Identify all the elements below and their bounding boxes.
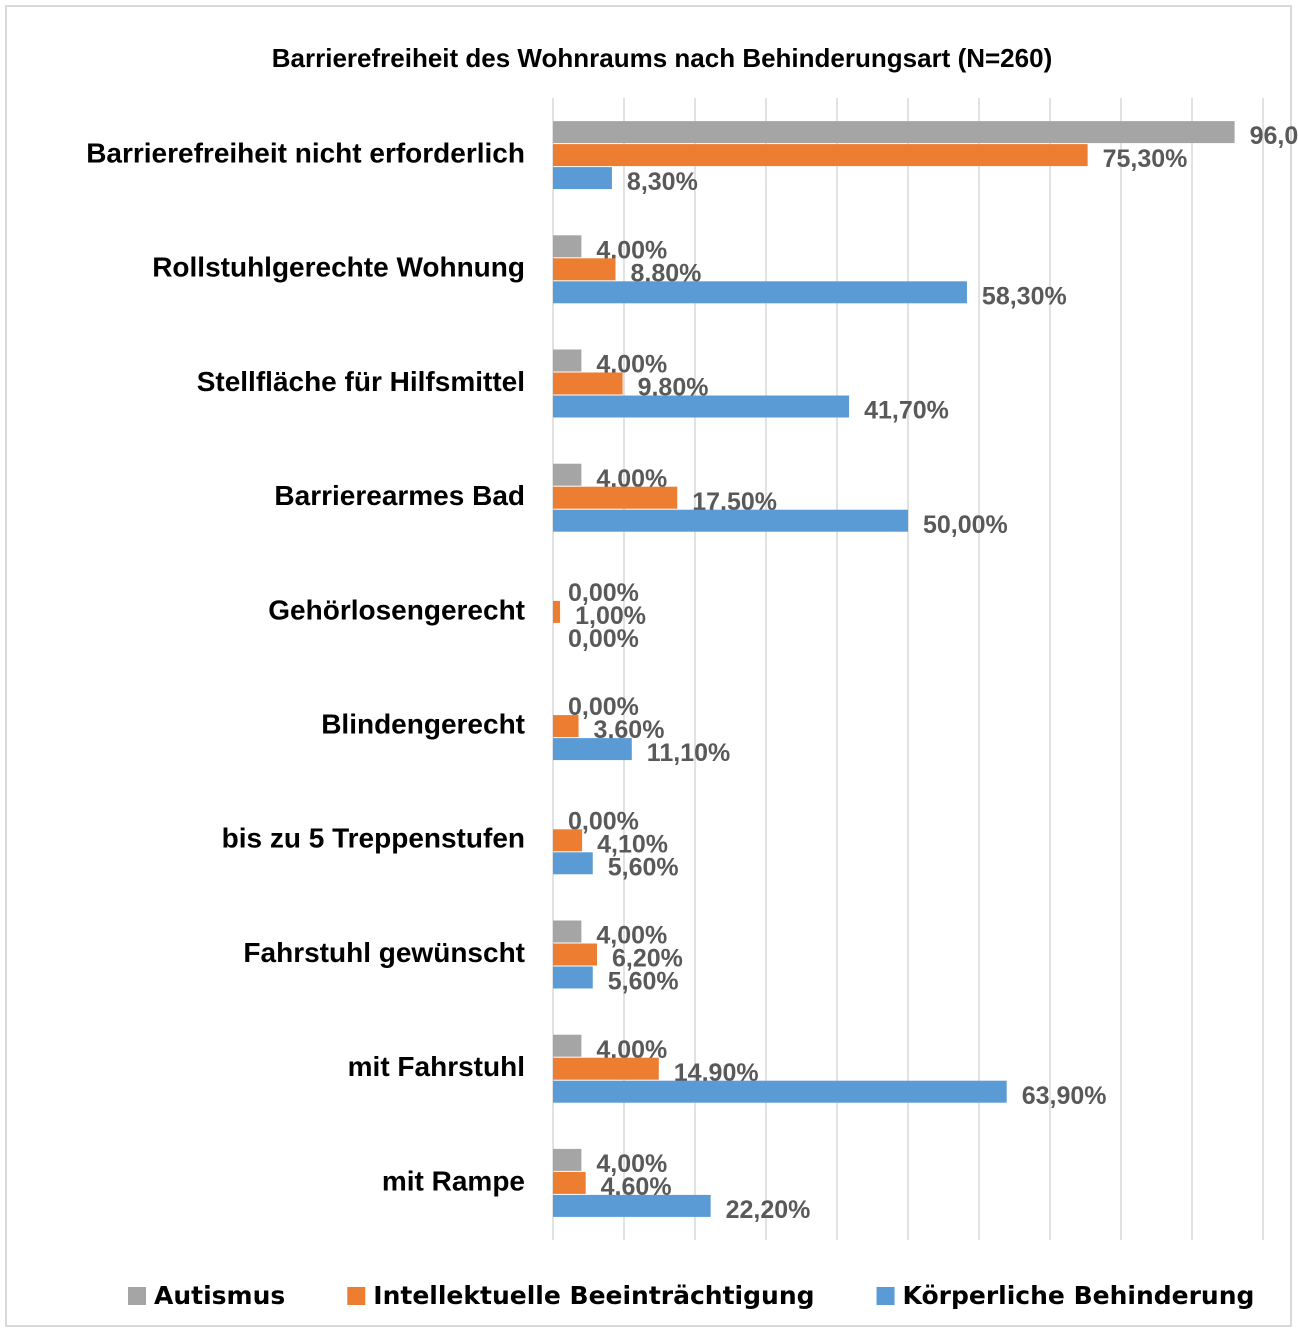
data-label: 11,10% <box>647 739 730 767</box>
bar <box>553 943 598 966</box>
legend-label: Autismus <box>154 1281 285 1310</box>
bar <box>553 463 582 486</box>
data-label: 4,00% <box>596 922 667 950</box>
bar <box>553 372 623 395</box>
chart-title: Barrierefreiheit des Wohnraums nach Behi… <box>272 43 1052 73</box>
data-label: 96,00% <box>1250 122 1298 150</box>
data-label: 6,20% <box>612 945 683 973</box>
y-tick-label: mit Rampe <box>382 1165 525 1196</box>
bar <box>553 258 616 281</box>
bar <box>553 1034 582 1057</box>
bar <box>553 509 908 532</box>
y-tick-label: Gehörlosengerecht <box>268 594 525 625</box>
y-tick-label: bis zu 5 Treppenstufen <box>222 823 525 854</box>
legend-swatch <box>876 1287 895 1305</box>
y-tick-label: mit Fahrstuhl <box>348 1051 525 1082</box>
data-label: 58,30% <box>982 282 1067 310</box>
bar <box>553 1057 659 1080</box>
bar <box>553 1171 586 1194</box>
legend-swatch <box>128 1287 146 1305</box>
legend-label: Körperliche Behinderung <box>903 1281 1255 1310</box>
bar <box>553 167 612 190</box>
chart-border <box>5 5 1292 1327</box>
data-label: 22,20% <box>726 1196 811 1224</box>
bar <box>553 281 967 304</box>
bar <box>553 600 561 623</box>
data-label: 5,60% <box>608 853 679 881</box>
bar <box>553 395 850 418</box>
bar <box>553 144 1088 167</box>
bar <box>553 486 678 509</box>
bar <box>553 829 583 852</box>
legend-label: Intellektuelle Beeinträchtigung <box>373 1281 814 1310</box>
data-label: 8,30% <box>627 168 698 196</box>
y-tick-label: Stellfläche für Hilfsmittel <box>197 366 525 397</box>
bar <box>553 715 579 738</box>
y-tick-label: Rollstuhlgerechte Wohnung <box>152 252 525 283</box>
y-tick-label: Fahrstuhl gewünscht <box>243 937 525 968</box>
data-label: 0,00% <box>568 625 639 653</box>
bar <box>553 920 582 943</box>
data-label: 75,30% <box>1103 145 1188 173</box>
bar <box>553 1080 1007 1103</box>
bar <box>553 738 632 761</box>
y-tick-label: Blindengerecht <box>321 708 525 739</box>
bar <box>553 1194 711 1217</box>
data-label: 4,10% <box>597 830 668 858</box>
data-label: 4,00% <box>596 1150 667 1178</box>
data-label: 1,00% <box>575 602 646 630</box>
data-label: 41,70% <box>864 397 949 425</box>
bar <box>553 1148 582 1171</box>
data-label: 50,00% <box>923 511 1008 539</box>
data-label: 5,60% <box>608 968 679 996</box>
data-label: 0,00% <box>568 579 639 607</box>
y-tick-label: Barrierefreiheit nicht erforderlich <box>86 137 525 168</box>
data-label: 0,00% <box>568 693 639 721</box>
data-label: 63,90% <box>1022 1082 1107 1110</box>
y-tick-label: Barrierearmes Bad <box>274 480 525 511</box>
bar <box>553 349 582 372</box>
bar <box>553 852 593 875</box>
bar <box>553 235 582 258</box>
bar <box>553 121 1235 144</box>
legend-swatch <box>347 1287 366 1305</box>
bar <box>553 966 593 989</box>
